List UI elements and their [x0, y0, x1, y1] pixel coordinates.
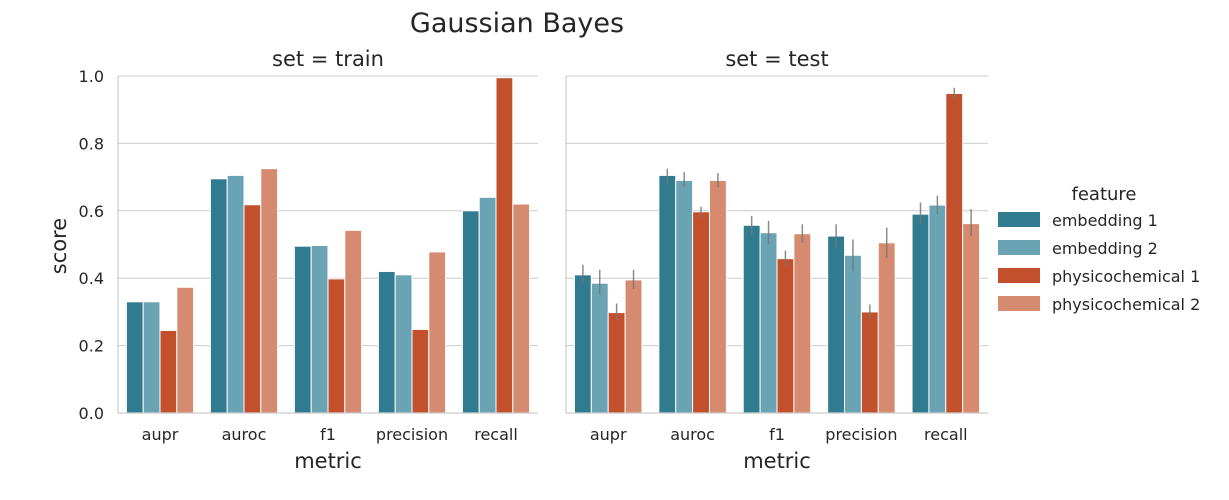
- bar-precision-embedding-2: [394, 274, 413, 414]
- legend-title: feature: [1072, 184, 1137, 205]
- bar-auroc-embedding-1: [658, 174, 677, 414]
- bar-auroc-embedding-2: [226, 174, 245, 414]
- panel-2: aupr auroc f1 precision recall set = test metr…: [565, 47, 988, 473]
- y-axis-label: score: [47, 218, 71, 274]
- bar-precision-embedding-1: [377, 270, 396, 414]
- bar-precision-embedding-1: [827, 235, 846, 414]
- legend: feature embedding 1 embedding 2 physicoche…: [998, 184, 1200, 314]
- bar-precision-embedding-2: [844, 254, 862, 414]
- bar-aupr-embedding-1: [125, 301, 144, 414]
- legend-entry-label: physicochemical 1: [1052, 267, 1200, 286]
- x-tick-label: precision: [825, 425, 897, 444]
- bar-f1-embedding-1: [742, 224, 761, 414]
- panel-title: set = train: [272, 47, 384, 71]
- bar-aupr-physicochemical-2: [176, 286, 195, 414]
- legend-swatch: [998, 268, 1040, 283]
- y-tick-label: 0.8: [79, 134, 104, 153]
- x-tick-label: precision: [376, 425, 448, 444]
- bar-f1-physicochemical-2: [344, 229, 363, 414]
- bar-precision-physicochemical-2: [877, 242, 896, 414]
- bar-recall-physicochemical-1: [945, 93, 964, 414]
- y-tick-label: 0.0: [79, 404, 104, 423]
- bar-f1-physicochemical-1: [327, 278, 346, 414]
- legend-swatch: [998, 212, 1040, 227]
- bar-precision-physicochemical-1: [411, 328, 430, 414]
- bar-f1-physicochemical-1: [776, 258, 795, 414]
- bar-recall-embedding-1: [911, 213, 930, 414]
- panel-1: aupr auroc f1 precision recall 0.0 0.2 0.4 0.6 0.…: [79, 47, 538, 473]
- x-tick-label: recall: [474, 425, 518, 444]
- bar-auroc-embedding-2: [675, 179, 694, 414]
- x-tick-label: f1: [320, 425, 336, 444]
- x-tick-label: auroc: [670, 425, 715, 444]
- bar-auroc-embedding-1: [209, 178, 228, 414]
- x-axis-label: metric: [743, 449, 811, 473]
- bar-aupr-embedding-1: [573, 274, 592, 414]
- bar-aupr-embedding-2: [590, 282, 609, 414]
- y-tick-label: 0.6: [79, 202, 104, 221]
- legend-entry-label: physicochemical 2: [1052, 295, 1200, 314]
- bar-precision-physicochemical-1: [860, 311, 879, 414]
- chart-panels: aupr auroc f1 precision recall 0.0 0.2 0.4 0.6 0.…: [79, 47, 988, 473]
- bar-f1-embedding-2: [310, 245, 329, 414]
- bar-aupr-physicochemical-1: [159, 329, 178, 414]
- x-tick-label: f1: [769, 425, 785, 444]
- bar-recall-physicochemical-2: [512, 203, 531, 414]
- bar-f1-physicochemical-2: [793, 233, 812, 414]
- chart-title: Gaussian Bayes: [410, 8, 624, 39]
- bar-f1-embedding-2: [759, 232, 778, 414]
- bar-aupr-physicochemical-1: [607, 312, 626, 414]
- legend-swatch: [998, 240, 1040, 255]
- y-tick-label: 1.0: [79, 67, 104, 86]
- x-tick-label: recall: [924, 425, 968, 444]
- bar-recall-embedding-2: [928, 204, 947, 414]
- bar-auroc-physicochemical-2: [708, 179, 727, 414]
- x-tick-label: auroc: [222, 425, 267, 444]
- x-axis-label: metric: [294, 449, 362, 473]
- bar-precision-physicochemical-2: [428, 251, 447, 414]
- y-tick-label: 0.2: [79, 337, 104, 356]
- legend-entry-label: embedding 1: [1052, 211, 1158, 230]
- bar-recall-physicochemical-2: [962, 223, 981, 414]
- bar-recall-embedding-2: [478, 196, 497, 414]
- legend-swatch: [998, 296, 1040, 311]
- x-tick-label: aupr: [590, 425, 627, 444]
- x-tick-label: aupr: [142, 425, 179, 444]
- bar-aupr-embedding-2: [142, 301, 161, 414]
- bar-aupr-physicochemical-2: [624, 279, 643, 414]
- panel-title: set = test: [725, 47, 828, 71]
- legend-entry-label: embedding 2: [1052, 239, 1158, 258]
- bar-auroc-physicochemical-1: [692, 211, 710, 414]
- bar-auroc-physicochemical-2: [260, 168, 279, 414]
- y-tick-label: 0.4: [79, 269, 104, 288]
- bar-recall-physicochemical-1: [495, 77, 514, 414]
- bar-recall-embedding-1: [461, 210, 480, 414]
- bar-f1-embedding-1: [293, 245, 312, 414]
- bar-auroc-physicochemical-1: [243, 204, 262, 414]
